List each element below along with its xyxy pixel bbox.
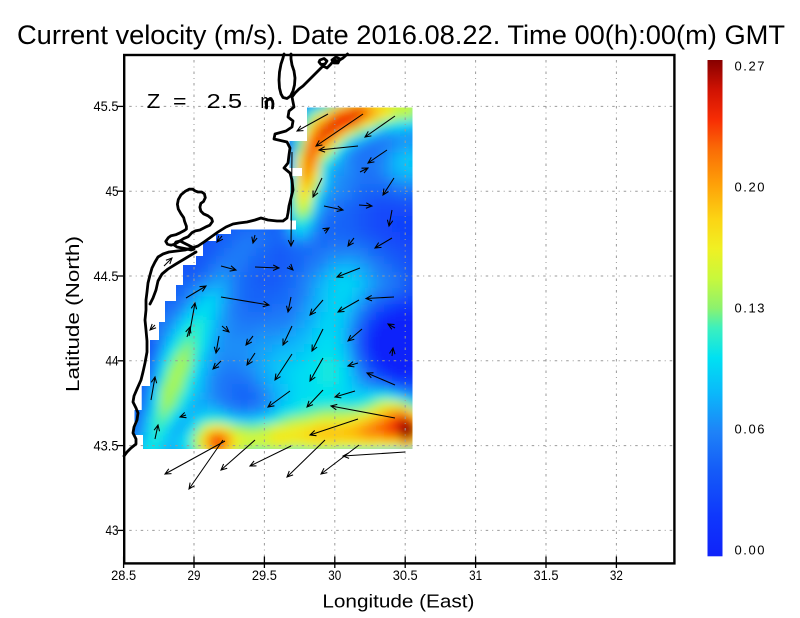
svg-text:31: 31 [469,568,482,583]
svg-text:2.5: 2.5 [207,91,243,113]
svg-text:45.5: 45.5 [94,99,119,114]
svg-text:32: 32 [610,568,623,583]
svg-text:44.5: 44.5 [94,269,119,284]
svg-text:30: 30 [328,568,341,583]
svg-text:44: 44 [106,354,119,369]
svg-text:31.5: 31.5 [534,568,559,583]
svg-text:0.20: 0.20 [735,180,765,195]
svg-text:43: 43 [106,523,119,538]
svg-text:28.5: 28.5 [111,568,136,583]
svg-text:Latitude (North): Latitude (North) [63,236,83,392]
svg-text:29.5: 29.5 [252,568,277,583]
svg-text:Current velocity (m/s). Date 2: Current velocity (m/s). Date 2016.08.22.… [17,20,785,50]
svg-text:29: 29 [188,568,201,583]
svg-text:=: = [173,91,187,113]
svg-text:0.00: 0.00 [735,543,765,558]
svg-text:0.06: 0.06 [735,422,765,437]
svg-text:30.5: 30.5 [393,568,418,583]
svg-text:0.27: 0.27 [735,59,765,74]
svg-text:0.13: 0.13 [735,301,765,316]
svg-text:43.5: 43.5 [94,438,119,453]
svg-text:Longitude (East): Longitude (East) [322,592,474,612]
svg-text:45: 45 [106,184,119,199]
svg-text:Z: Z [147,91,161,113]
svg-text:m: m [261,91,275,113]
